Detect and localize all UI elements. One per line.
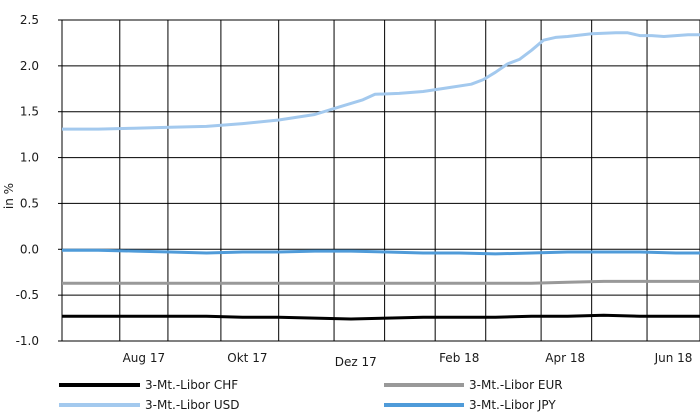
y-tick-label: 1.5: [20, 105, 39, 119]
series-line: [62, 279, 700, 285]
legend-label: 3-Mt.-Libor CHF: [145, 378, 238, 392]
legend-label: 3-Mt.-Libor EUR: [469, 378, 563, 392]
y-tick-label: 0.5: [20, 196, 39, 210]
y-tick-label: -1.0: [16, 334, 39, 348]
y-axis-label: in %: [2, 183, 16, 209]
legend-label: 3-Mt.-Libor JPY: [469, 398, 556, 412]
x-tick-label: Dez 17: [335, 355, 377, 369]
y-tick-label: 0.0: [20, 242, 39, 256]
series-lines: [62, 31, 700, 321]
y-tick-label: -0.5: [16, 288, 39, 302]
x-tick-label: Okt 17: [227, 351, 267, 365]
y-tick-label: 2.0: [20, 59, 39, 73]
axes: 2.5 2.0 1.5 1.0 0.5 0.0 -0.5 -1.0 Aug 17 Okt 17 De…: [16, 13, 693, 369]
x-tick-label: Aug 17: [123, 351, 166, 365]
x-tick-label: Feb 18: [439, 351, 479, 365]
x-tick-label: Jun 18: [654, 351, 693, 365]
y-tick-label: 2.5: [20, 13, 39, 27]
grid: [61, 19, 700, 342]
series-line: [62, 313, 700, 321]
y-tick-label: 1.0: [20, 151, 39, 165]
legend-label: 3-Mt.-Libor USD: [145, 398, 240, 412]
x-tick-label: Apr 18: [545, 351, 585, 365]
legend: 3-Mt.-Libor CHF 3-Mt.-Libor EUR 3-Mt.-Libo…: [59, 378, 563, 412]
series-line: [62, 248, 700, 256]
series-line: [62, 31, 700, 131]
